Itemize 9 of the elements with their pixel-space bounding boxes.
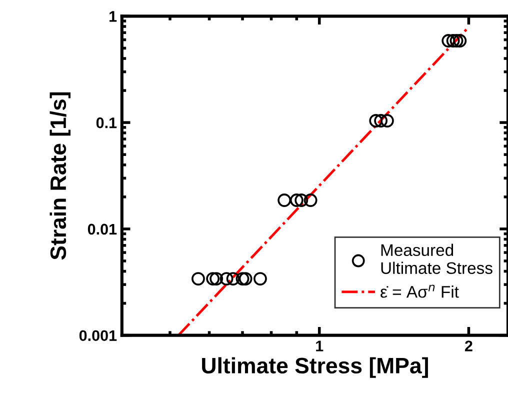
y-axis-title: Strain Rate [1/s] bbox=[50, 92, 70, 260]
legend-label: Measured Ultimate Stress bbox=[381, 244, 492, 274]
y-tick-label: 0.1 bbox=[96, 117, 117, 128]
y-tick-label: 0.001 bbox=[79, 330, 117, 342]
legend-label: ε̇ = Aσ$^{n}$ Fit bbox=[380, 284, 459, 298]
x-tick-label: 2 bbox=[464, 340, 472, 352]
x-axis-title: Ultimate Stress [MPa] bbox=[202, 357, 428, 378]
y-tick-label: 1 bbox=[110, 11, 117, 22]
y-tick-label: 0.01 bbox=[88, 224, 117, 235]
